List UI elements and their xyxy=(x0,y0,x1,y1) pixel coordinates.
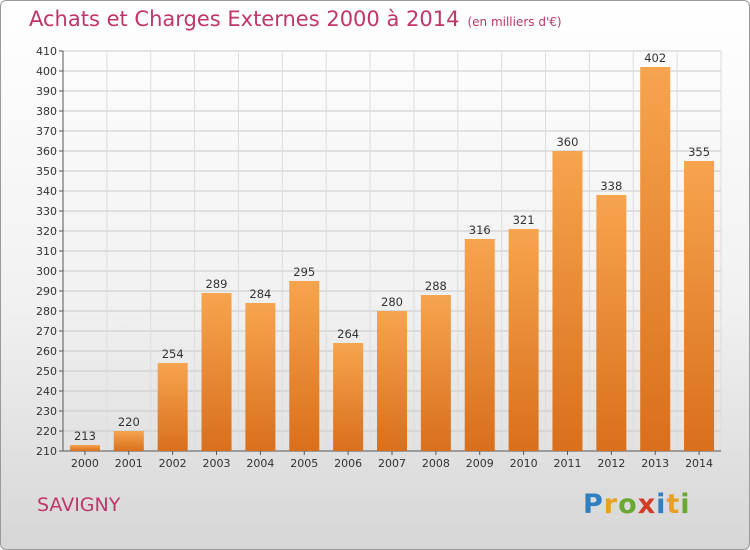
data-label: 355 xyxy=(688,145,710,159)
bar xyxy=(552,151,583,451)
y-tick-label: 410 xyxy=(36,45,57,58)
y-tick-label: 210 xyxy=(36,445,57,458)
bar xyxy=(420,295,451,451)
bar xyxy=(113,431,144,451)
y-tick-label: 380 xyxy=(36,105,57,118)
x-tick-label: 2007 xyxy=(378,457,406,470)
bar xyxy=(464,239,495,451)
x-tick-label: 2006 xyxy=(334,457,362,470)
x-tick-label: 2000 xyxy=(71,457,99,470)
y-tick-label: 340 xyxy=(36,185,57,198)
x-tick-label: 2014 xyxy=(685,457,713,470)
data-label: 254 xyxy=(162,347,184,361)
logo-letter: x xyxy=(637,489,657,520)
bars xyxy=(69,67,715,451)
bar xyxy=(684,161,715,451)
logo-letter: t xyxy=(666,489,681,520)
bar xyxy=(69,445,100,451)
logo-letter: P xyxy=(583,489,604,520)
y-tick-label: 390 xyxy=(36,85,57,98)
data-label: 280 xyxy=(381,295,403,309)
y-tick-label: 300 xyxy=(36,265,57,278)
x-tick-label: 2010 xyxy=(510,457,538,470)
data-label: 264 xyxy=(337,327,359,341)
data-label: 338 xyxy=(600,179,622,193)
bar xyxy=(640,67,671,451)
y-tick-label: 240 xyxy=(36,385,57,398)
x-tick-label: 2004 xyxy=(246,457,274,470)
data-label: 220 xyxy=(118,415,140,429)
chart-unit: (en milliers d'€) xyxy=(467,15,562,29)
y-tick-label: 230 xyxy=(36,405,57,418)
bar xyxy=(596,195,627,451)
bar xyxy=(333,343,364,451)
y-tick-label: 280 xyxy=(36,305,57,318)
x-tick-label: 2008 xyxy=(422,457,450,470)
bar xyxy=(201,293,232,451)
x-tick-label: 2002 xyxy=(159,457,187,470)
data-label: 288 xyxy=(425,279,447,293)
data-label: 289 xyxy=(206,277,228,291)
bar xyxy=(289,281,320,451)
axes: 210 220 230 240 250 260 270 280 290 300 310 320 330 3… xyxy=(36,45,721,470)
x-tick-label: 2003 xyxy=(203,457,231,470)
y-tick-label: 360 xyxy=(36,145,57,158)
y-tick-label: 350 xyxy=(36,165,57,178)
y-tick-label: 220 xyxy=(36,425,57,438)
data-label: 213 xyxy=(74,429,96,443)
data-label: 360 xyxy=(556,135,578,149)
y-tick-label: 400 xyxy=(36,65,57,78)
y-tick-label: 370 xyxy=(36,125,57,138)
proxiti-logo[interactable]: Proxiti xyxy=(583,489,691,520)
x-tick-label: 2012 xyxy=(597,457,625,470)
y-tick-label: 270 xyxy=(36,325,57,338)
bar xyxy=(245,303,276,451)
bar xyxy=(157,363,188,451)
x-tick-label: 2009 xyxy=(466,457,494,470)
data-label: 295 xyxy=(293,265,315,279)
chart-title: Achats et Charges Externes 2000 à 2014 (e… xyxy=(29,7,562,31)
x-tick-label: 2001 xyxy=(115,457,143,470)
data-label: 316 xyxy=(469,223,491,237)
data-label: 321 xyxy=(513,213,535,227)
y-tick-label: 290 xyxy=(36,285,57,298)
logo-letter: i xyxy=(656,489,667,520)
place-name: SAVIGNY xyxy=(37,494,121,516)
bar xyxy=(508,229,539,451)
chart-title-text: Achats et Charges Externes 2000 à 2014 xyxy=(29,7,460,31)
y-tick-label: 320 xyxy=(36,225,57,238)
y-tick-label: 330 xyxy=(36,205,57,218)
logo-letter: r xyxy=(603,489,619,520)
y-tick-label: 260 xyxy=(36,345,57,358)
x-tick-label: 2013 xyxy=(641,457,669,470)
x-tick-label: 2011 xyxy=(553,457,581,470)
x-tick-label: 2005 xyxy=(290,457,318,470)
logo-letter: o xyxy=(618,489,638,520)
logo-letter: i xyxy=(680,489,691,520)
y-tick-label: 250 xyxy=(36,365,57,378)
bar xyxy=(377,311,407,451)
data-labels: 213 220 254 289 284 295 264 280 288 316 321 360 338 4… xyxy=(74,51,710,443)
data-label: 402 xyxy=(644,51,666,65)
data-label: 284 xyxy=(249,287,271,301)
y-tick-label: 310 xyxy=(36,245,57,258)
